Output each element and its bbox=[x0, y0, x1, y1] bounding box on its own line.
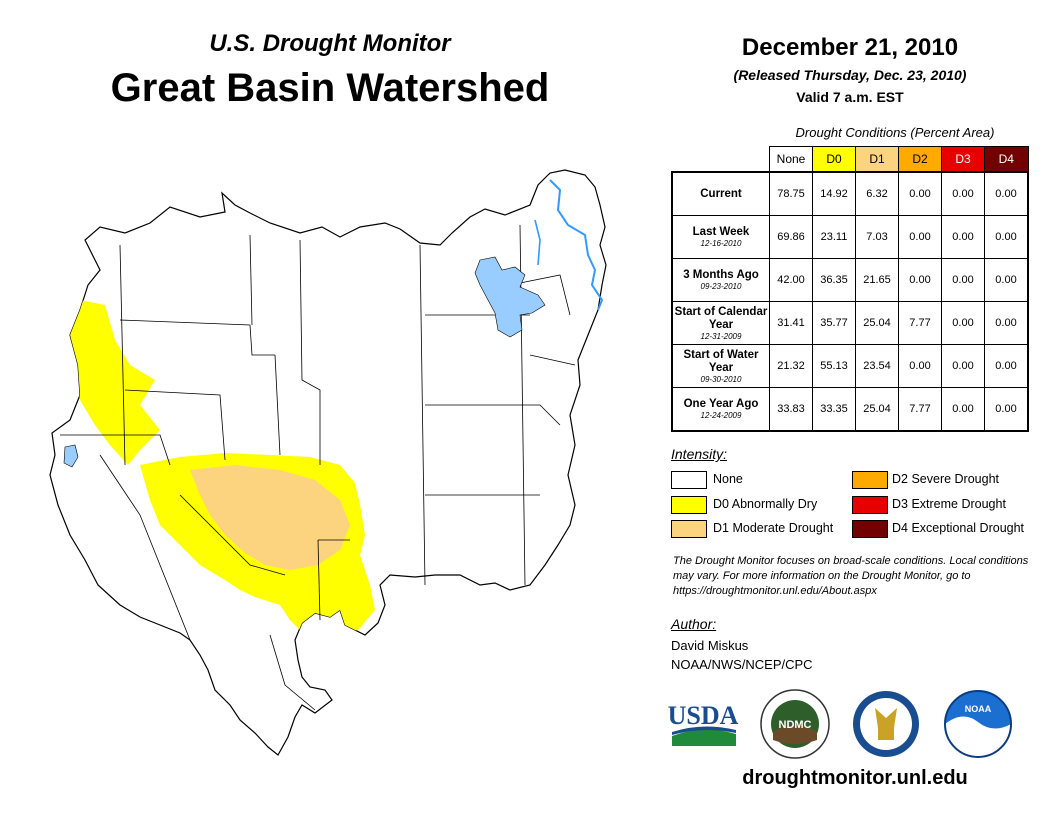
row-label: Start of Water Year 09-30-2010 bbox=[671, 344, 770, 388]
table-row: One Year Ago 12-24-2009 33.83 33.35 25.04 7.7… bbox=[671, 387, 1029, 432]
table-cell: 0.00 bbox=[984, 171, 1029, 216]
table-cell: 25.04 bbox=[855, 301, 899, 345]
col-header: D0 bbox=[812, 146, 856, 173]
row-label: Current bbox=[671, 171, 770, 216]
table-cell: 0.00 bbox=[984, 301, 1029, 345]
table-cell: 7.77 bbox=[898, 301, 942, 345]
svg-text:USDA: USDA bbox=[668, 701, 739, 730]
col-header: D2 bbox=[898, 146, 942, 173]
table-cell: 0.00 bbox=[898, 344, 942, 388]
table-cell: 25.04 bbox=[855, 387, 899, 432]
lake-small bbox=[63, 444, 79, 468]
valid-time: Valid 7 a.m. EST bbox=[796, 89, 904, 105]
row-label: Last Week 12-16-2010 bbox=[671, 215, 770, 259]
table-cell: 55.13 bbox=[812, 344, 856, 388]
map-title: Great Basin Watershed bbox=[110, 66, 550, 110]
table-cell: 0.00 bbox=[941, 258, 985, 302]
drought-conditions-table: None D0 D1 D2 D3 D4 Current 78.75 14.92 6.3… bbox=[671, 146, 1029, 432]
website-link[interactable]: droughtmonitor.unl.edu bbox=[742, 767, 968, 789]
map-supertitle: U.S. Drought Monitor bbox=[209, 30, 451, 57]
map-date: December 21, 2010 bbox=[741, 34, 959, 61]
d0-region-south bbox=[358, 685, 385, 725]
table-cell: 0.00 bbox=[941, 387, 985, 432]
table-header-row: None D0 D1 D2 D3 D4 bbox=[672, 146, 1029, 173]
legend-label-none: None bbox=[713, 472, 743, 486]
river-lower bbox=[534, 219, 541, 266]
legend-swatch-d3 bbox=[852, 496, 888, 514]
table-cell: 0.00 bbox=[941, 215, 985, 259]
legend-label-d4: D4 Exceptional Drought bbox=[892, 521, 1025, 535]
table-cell: 21.32 bbox=[769, 344, 813, 388]
table-cell: 0.00 bbox=[898, 215, 942, 259]
table-cell: 6.32 bbox=[855, 171, 899, 216]
table-cell: 0.00 bbox=[941, 301, 985, 345]
legend-label-d1: D1 Moderate Drought bbox=[713, 521, 834, 535]
table-cell: 36.35 bbox=[812, 258, 856, 302]
legend-swatch-d2 bbox=[852, 471, 888, 489]
commerce-seal-logo bbox=[853, 691, 919, 757]
table-cell: 42.00 bbox=[769, 258, 813, 302]
table-row: Current 78.75 14.92 6.32 0.00 0.00 0.00 bbox=[671, 171, 1029, 216]
d1-region bbox=[190, 465, 350, 570]
table-cell: 14.92 bbox=[812, 171, 856, 216]
legend-heading: Intensity: bbox=[671, 446, 728, 462]
table-row: 3 Months Ago 09-23-2010 42.00 36.35 21.65 0.0… bbox=[671, 258, 1029, 302]
table-row: Start of Water Year 09-30-2010 21.32 55.13 2… bbox=[671, 344, 1029, 388]
d0-region-west bbox=[70, 300, 160, 465]
row-label: 3 Months Ago 09-23-2010 bbox=[671, 258, 770, 302]
legend-label-d2: D2 Severe Drought bbox=[892, 472, 1000, 486]
author-name: David Miskus bbox=[671, 638, 749, 653]
table-cell: 0.00 bbox=[984, 387, 1029, 432]
svg-text:NOAA: NOAA bbox=[965, 704, 992, 714]
table-cell: 33.35 bbox=[812, 387, 856, 432]
table-corner bbox=[672, 147, 770, 173]
drought-monitor-note: The Drought Monitor focuses on broad-sca… bbox=[673, 555, 1029, 597]
ndmc-logo: NDMC bbox=[760, 689, 830, 759]
legend-swatch-d0 bbox=[671, 496, 707, 514]
table-cell: 7.77 bbox=[898, 387, 942, 432]
table-cell: 78.75 bbox=[769, 171, 813, 216]
col-header: D1 bbox=[855, 146, 899, 173]
table-cell: 35.77 bbox=[812, 301, 856, 345]
legend-swatch-d1 bbox=[671, 520, 707, 538]
table-cell: 0.00 bbox=[941, 344, 985, 388]
table-cell: 0.00 bbox=[984, 258, 1029, 302]
table-cell: 0.00 bbox=[941, 171, 985, 216]
release-date: (Released Thursday, Dec. 23, 2010) bbox=[733, 67, 967, 83]
col-header: None bbox=[769, 146, 813, 173]
svg-text:NDMC: NDMC bbox=[779, 719, 812, 731]
col-header: D4 bbox=[984, 146, 1029, 173]
author-heading: Author: bbox=[671, 616, 717, 632]
table-row: Last Week 12-16-2010 69.86 23.11 7.03 0.00 0.0… bbox=[671, 215, 1029, 259]
table-cell: 21.65 bbox=[855, 258, 899, 302]
lake-region bbox=[474, 256, 546, 338]
table-cell: 0.00 bbox=[898, 171, 942, 216]
usda-logo: USDA bbox=[668, 701, 739, 746]
table-caption: Drought Conditions (Percent Area) bbox=[795, 125, 995, 140]
table-cell: 69.86 bbox=[769, 215, 813, 259]
legend-label-d0: D0 Abnormally Dry bbox=[713, 497, 818, 511]
watershed-map bbox=[49, 169, 607, 756]
partner-logos: USDA NDMC NOAA bbox=[668, 689, 1012, 759]
legend-swatch-d4 bbox=[852, 520, 888, 538]
table-cell: 0.00 bbox=[984, 215, 1029, 259]
noaa-logo: NOAA bbox=[944, 690, 1012, 758]
col-header: D3 bbox=[941, 146, 985, 173]
table-cell: 23.11 bbox=[812, 215, 856, 259]
row-label: Start of Calendar Year 12-31-2009 bbox=[671, 301, 770, 345]
legend-label-d3: D3 Extreme Drought bbox=[892, 497, 1006, 511]
river bbox=[549, 179, 604, 311]
table-cell: 0.00 bbox=[984, 344, 1029, 388]
author-org: NOAA/NWS/NCEP/CPC bbox=[671, 657, 813, 672]
table-cell: 33.83 bbox=[769, 387, 813, 432]
table-cell: 31.41 bbox=[769, 301, 813, 345]
table-cell: 23.54 bbox=[855, 344, 899, 388]
table-row: Start of Calendar Year 12-31-2009 31.41 35.… bbox=[671, 301, 1029, 345]
table-cell: 7.03 bbox=[855, 215, 899, 259]
legend-swatch-none bbox=[671, 471, 707, 489]
table-cell: 0.00 bbox=[898, 258, 942, 302]
row-label: One Year Ago 12-24-2009 bbox=[671, 387, 770, 432]
